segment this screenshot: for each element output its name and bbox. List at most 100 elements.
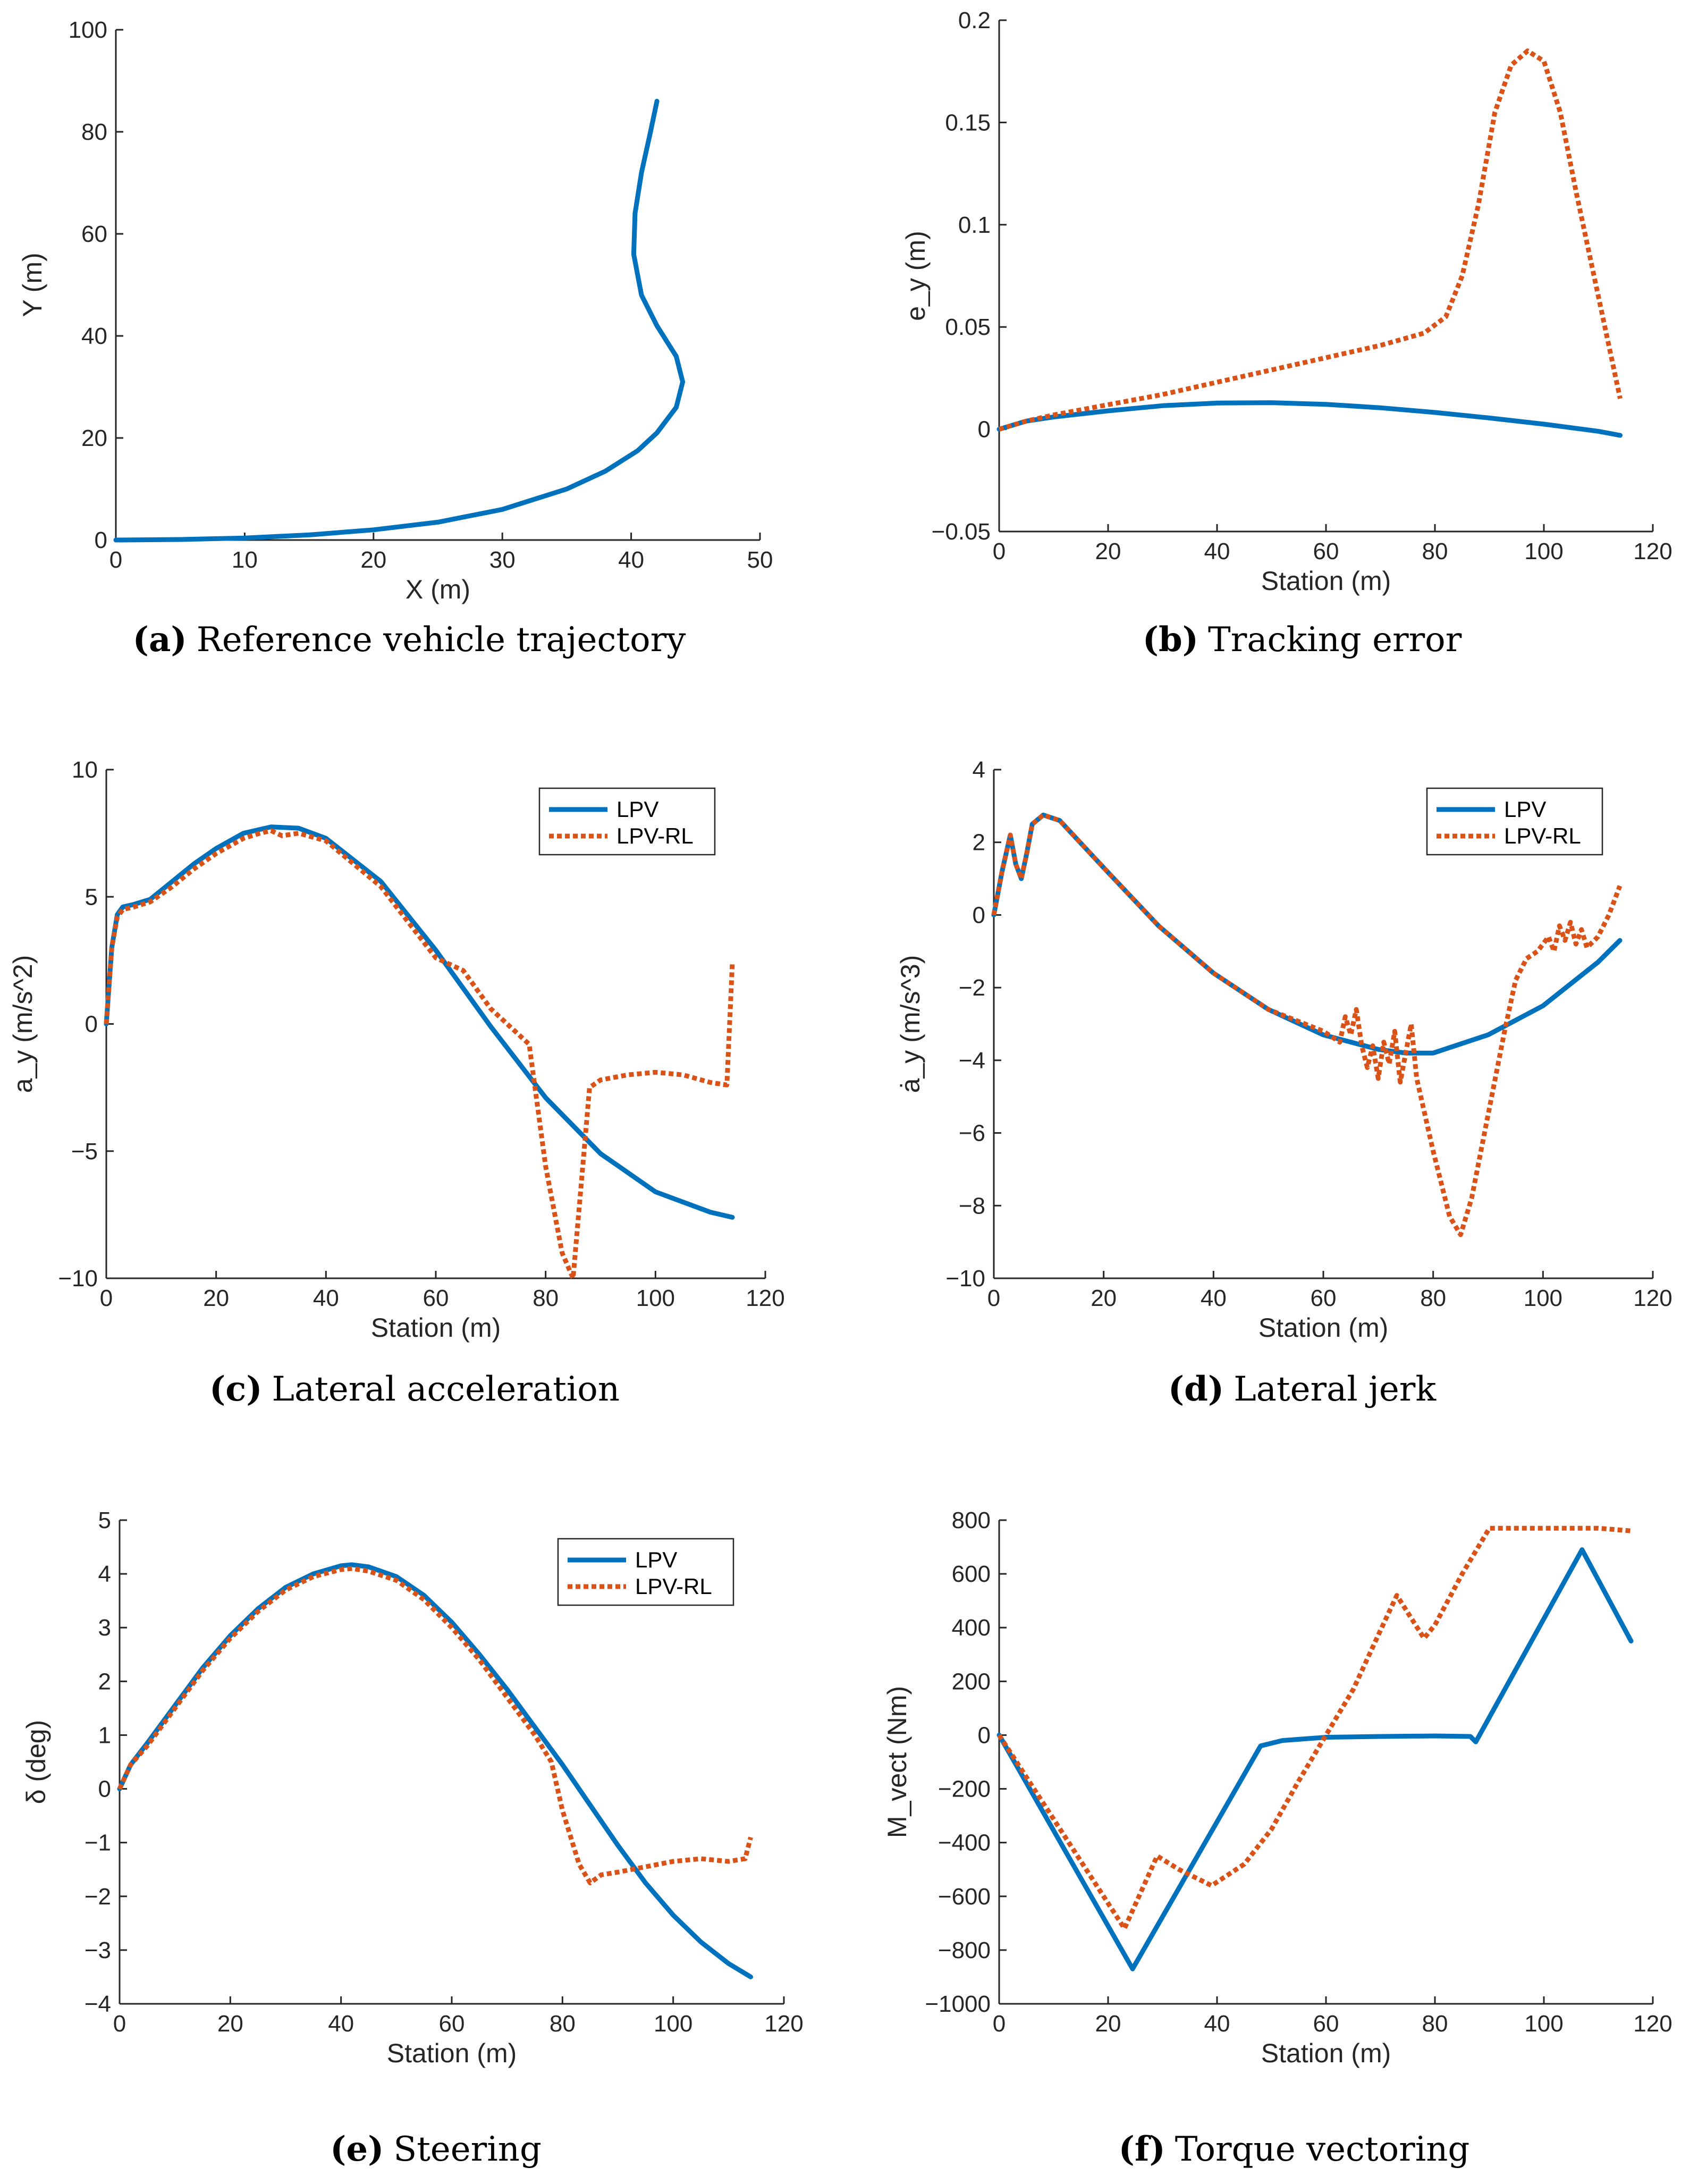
y-tick-label: −1 bbox=[85, 1830, 111, 1856]
y-tick-label: −2 bbox=[959, 975, 985, 1001]
y-tick-label: 5 bbox=[85, 884, 98, 910]
y-tick-label: −4 bbox=[85, 1991, 111, 2017]
y-tick-label: −2 bbox=[85, 1884, 111, 1910]
legend-label-lpv: LPV bbox=[616, 797, 658, 822]
caption: (e) Steering bbox=[330, 2129, 542, 2169]
y-tick-label: 2 bbox=[98, 1668, 111, 1694]
x-tick-label: 20 bbox=[360, 547, 386, 573]
y-axis-label: M_vect (Nm) bbox=[882, 1686, 912, 1838]
y-tick-label: −4 bbox=[959, 1048, 985, 1074]
legend-label-lpv_rl: LPV-RL bbox=[635, 1574, 712, 1599]
legend-box bbox=[557, 1538, 734, 1606]
x-tick-label: 120 bbox=[746, 1285, 784, 1311]
chart-panel-f: 0 20 40 60 80 100 120 −1000 −800 −600 −400 −200 0 200… bbox=[882, 1507, 1672, 2169]
x-tick-label: 40 bbox=[313, 1285, 339, 1311]
x-axis-label: Station (m) bbox=[371, 1313, 501, 1343]
x-tick-label: 40 bbox=[1201, 1285, 1227, 1311]
y-tick-label: −5 bbox=[71, 1139, 98, 1165]
x-tick-label: 80 bbox=[533, 1285, 559, 1311]
series-line-trajectory bbox=[113, 98, 686, 543]
chart-panel-e: 0 20 40 60 80 100 120 −4 −3 −2 −1 0 1 2 3 4 5 Station (m)… bbox=[21, 1507, 804, 2169]
caption: (c) Lateral acceleration bbox=[209, 1369, 620, 1409]
x-tick-label: 20 bbox=[217, 2011, 243, 2037]
legend-label-lpv: LPV bbox=[635, 1547, 677, 1572]
y-tick-label: −8 bbox=[959, 1193, 985, 1219]
x-tick-label: 20 bbox=[203, 1285, 229, 1311]
caption-text: Lateral jerk bbox=[1234, 1370, 1437, 1409]
x-tick-label: 50 bbox=[747, 547, 773, 573]
x-axis-label: X (m) bbox=[406, 575, 470, 604]
y-tick-label: 20 bbox=[81, 425, 107, 451]
y-tick-label: 0 bbox=[98, 1776, 111, 1802]
x-tick-label: 60 bbox=[1313, 538, 1339, 564]
caption: (d) Lateral jerk bbox=[1168, 1369, 1437, 1409]
caption-text: Steering bbox=[393, 2130, 542, 2169]
x-tick-label: 80 bbox=[1422, 2011, 1448, 2037]
y-tick-label: −10 bbox=[58, 1266, 98, 1292]
y-tick-label: 0.15 bbox=[945, 109, 991, 136]
x-axis-label: Station (m) bbox=[1261, 2038, 1391, 2068]
x-tick-label: 40 bbox=[1204, 538, 1230, 564]
x-tick-label: 0 bbox=[987, 1285, 1000, 1311]
y-tick-label: −0.05 bbox=[932, 519, 991, 545]
x-tick-label: 100 bbox=[1524, 538, 1563, 564]
y-axis-label: Y (m) bbox=[18, 252, 47, 317]
x-tick-label: 120 bbox=[764, 2011, 803, 2037]
x-tick-label: 60 bbox=[1313, 2011, 1339, 2037]
x-tick-label: 20 bbox=[1095, 538, 1121, 564]
caption-letter: (b) bbox=[1143, 620, 1198, 660]
caption-letter: (f) bbox=[1119, 2129, 1165, 2169]
y-tick-label: 0 bbox=[973, 902, 985, 928]
caption-text: Torque vectoring bbox=[1175, 2130, 1470, 2169]
legend-label-lpv: LPV bbox=[1504, 797, 1546, 822]
series-line-lpv bbox=[117, 1562, 753, 1979]
caption: (f) Torque vectoring bbox=[1119, 2129, 1470, 2169]
caption: (b) Tracking error bbox=[1143, 620, 1462, 660]
x-tick-label: 120 bbox=[1633, 1285, 1672, 1311]
chart-panel-c: 0 20 40 60 80 100 120 −10 −5 0 5 10 Station (m) a_y (… bbox=[8, 757, 785, 1409]
x-tick-label: 60 bbox=[423, 1285, 449, 1311]
x-tick-label: 80 bbox=[550, 2011, 576, 2037]
y-tick-label: −600 bbox=[938, 1884, 991, 1910]
x-tick-label: 10 bbox=[232, 547, 258, 573]
caption-text: Tracking error bbox=[1208, 620, 1462, 660]
x-tick-label: 0 bbox=[109, 547, 122, 573]
y-tick-label: −3 bbox=[85, 1937, 111, 1963]
series-line-lpv-rl bbox=[104, 828, 735, 1281]
x-tick-label: 80 bbox=[1420, 1285, 1446, 1311]
caption: (a) Reference vehicle trajectory bbox=[133, 620, 686, 660]
y-tick-label: 200 bbox=[952, 1668, 991, 1694]
x-axis-label: Station (m) bbox=[1261, 566, 1391, 596]
y-tick-label: 0 bbox=[978, 1722, 991, 1748]
y-tick-label: −800 bbox=[938, 1937, 991, 1963]
y-tick-label: 600 bbox=[952, 1561, 991, 1587]
y-tick-label: 60 bbox=[81, 221, 107, 247]
legend-label-lpv_rl: LPV-RL bbox=[1504, 823, 1581, 848]
caption-text: Reference vehicle trajectory bbox=[197, 620, 686, 660]
caption-letter: (e) bbox=[330, 2129, 384, 2169]
series-line-lpv-rl bbox=[117, 1566, 753, 1885]
x-tick-label: 80 bbox=[1422, 538, 1448, 564]
y-tick-label: 2 bbox=[973, 830, 985, 856]
y-axis-label: a_y (m/s^2) bbox=[8, 955, 38, 1093]
y-axis-label: e_y (m) bbox=[901, 231, 931, 321]
y-tick-label: 0 bbox=[85, 1011, 98, 1038]
legend-box bbox=[538, 787, 716, 856]
chart-panel-b: 0 20 40 60 80 100 120−0.0500.050.10.150.2Stati… bbox=[901, 7, 1672, 660]
y-tick-label: 0 bbox=[978, 417, 991, 443]
x-tick-label: 40 bbox=[618, 547, 644, 573]
y-tick-label: −10 bbox=[945, 1266, 985, 1292]
x-tick-label: 0 bbox=[113, 2011, 126, 2037]
y-tick-label: 100 bbox=[69, 17, 107, 43]
x-tick-label: 100 bbox=[636, 1285, 675, 1311]
y-axis-label: ȧ_y (m/s^3) bbox=[896, 955, 925, 1093]
series-line-lpv bbox=[996, 400, 1623, 438]
series-line-lpv-rl bbox=[997, 1525, 1632, 1931]
chart-panel-a: 0 10 20 30 40 50 0 20 40 60 80 100 X (m) Y (m) (a) Refe… bbox=[18, 17, 773, 660]
x-tick-label: 0 bbox=[993, 2011, 1006, 2037]
x-tick-label: 20 bbox=[1091, 1285, 1117, 1311]
y-tick-label: −200 bbox=[938, 1776, 991, 1802]
y-tick-label: −6 bbox=[959, 1120, 985, 1146]
caption-letter: (a) bbox=[133, 620, 187, 660]
caption-letter: (d) bbox=[1168, 1369, 1224, 1409]
